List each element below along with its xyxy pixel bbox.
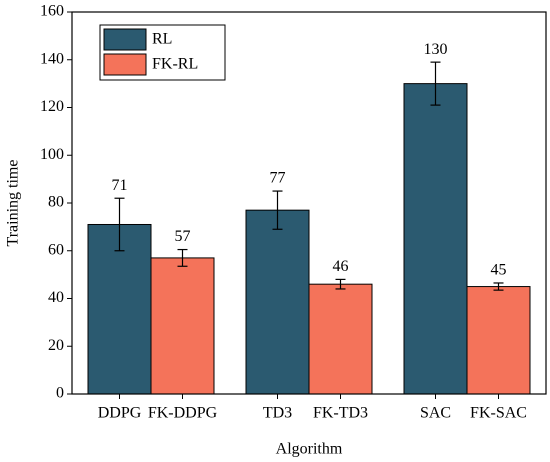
- x-tick-label: FK-TD3: [313, 405, 368, 422]
- bar: [308, 283, 373, 395]
- data-label: 77: [270, 170, 286, 187]
- data-label: 46: [333, 258, 349, 275]
- data-label: 45: [491, 262, 507, 279]
- y-tick-label: 120: [40, 98, 64, 115]
- plot-frame: [71, 11, 547, 395]
- y-axis-label: Training time: [5, 160, 22, 247]
- legend-swatch: [103, 28, 147, 51]
- x-tick-label: FK-SAC: [470, 405, 527, 422]
- legend-label: FK-RL: [152, 56, 198, 73]
- x-axis-label: Algorithm: [276, 441, 343, 458]
- legend-swatch: [103, 53, 147, 76]
- y-tick-label: 140: [40, 50, 64, 67]
- y-tick-label: 0: [56, 385, 64, 402]
- bar: [150, 257, 215, 395]
- bar: [245, 209, 310, 395]
- legend-label: RL: [152, 31, 172, 48]
- y-tick-label: 80: [48, 194, 64, 211]
- data-label: 71: [112, 177, 128, 194]
- y-tick-label: 40: [48, 289, 64, 306]
- data-label: 130: [424, 41, 448, 58]
- x-tick-label: FK-DDPG: [148, 405, 218, 422]
- y-tick-label: 60: [48, 241, 64, 258]
- x-tick-label: TD3: [263, 405, 292, 422]
- x-tick-label: DDPG: [98, 405, 142, 422]
- y-tick-label: 160: [40, 3, 64, 20]
- y-tick-label: 20: [48, 337, 64, 354]
- x-tick-label: SAC: [420, 405, 451, 422]
- y-tick-label: 100: [40, 146, 64, 163]
- bar: [466, 286, 531, 395]
- data-label: 57: [175, 228, 191, 245]
- bar: [403, 83, 468, 395]
